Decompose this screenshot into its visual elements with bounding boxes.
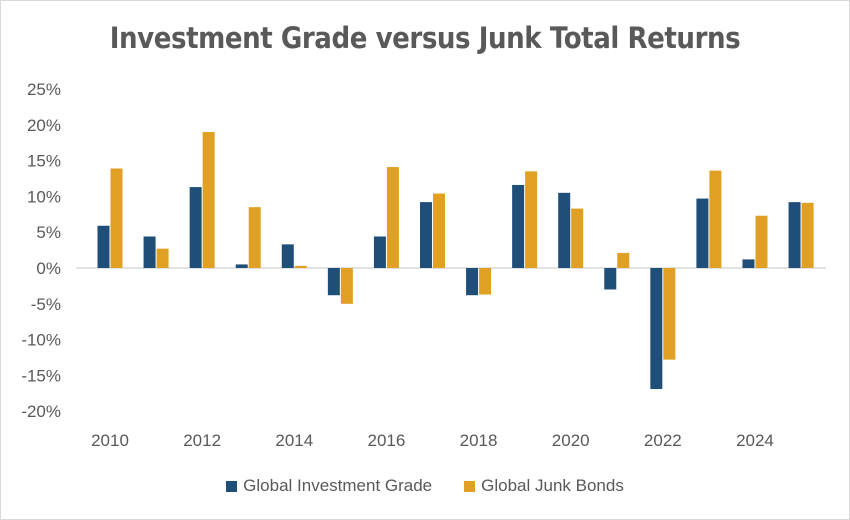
y-tick-label: -5% xyxy=(31,295,61,314)
bar-junk-bonds-2019 xyxy=(525,171,538,268)
x-tick-label: 2012 xyxy=(183,431,221,450)
bar-investment-grade-2025 xyxy=(788,202,801,268)
y-tick-label: -20% xyxy=(21,402,61,421)
bar-junk-bonds-2021 xyxy=(617,252,630,268)
x-tick-label: 2016 xyxy=(368,431,406,450)
x-tick-label: 2010 xyxy=(91,431,129,450)
bar-junk-bonds-2024 xyxy=(755,215,768,268)
y-tick-label: 15% xyxy=(27,152,61,171)
x-tick-label: 2022 xyxy=(644,431,682,450)
bar-junk-bonds-2012 xyxy=(202,131,215,268)
legend-label-junk-bonds: Global Junk Bonds xyxy=(481,476,624,495)
bar-investment-grade-2017 xyxy=(419,202,432,268)
bar-investment-grade-2019 xyxy=(512,184,525,268)
x-tick-label: 2018 xyxy=(460,431,498,450)
y-tick-label: -10% xyxy=(21,331,61,350)
bar-investment-grade-2023 xyxy=(696,198,709,268)
legend-swatch-junk-bonds xyxy=(464,480,476,492)
legend-item-investment-grade: Global Investment Grade xyxy=(226,476,432,496)
bar-junk-bonds-2016 xyxy=(386,167,399,268)
y-tick-label: 10% xyxy=(27,187,61,206)
bar-junk-bonds-2015 xyxy=(340,268,353,304)
bar-investment-grade-2013 xyxy=(235,264,248,268)
bar-junk-bonds-2013 xyxy=(248,207,261,268)
legend-swatch-investment-grade xyxy=(226,480,238,492)
bar-investment-grade-2010 xyxy=(97,225,110,268)
x-tick-label: 2024 xyxy=(736,431,774,450)
bar-investment-grade-2016 xyxy=(373,236,386,268)
legend-label-investment-grade: Global Investment Grade xyxy=(243,476,433,495)
bar-junk-bonds-2018 xyxy=(479,268,492,295)
y-tick-label: 25% xyxy=(27,80,61,99)
x-tick-label: 2014 xyxy=(275,431,313,450)
legend-item-junk-bonds: Global Junk Bonds xyxy=(464,476,624,496)
y-tick-label: -15% xyxy=(21,366,61,385)
bar-junk-bonds-2023 xyxy=(709,170,722,268)
bar-junk-bonds-2017 xyxy=(432,193,445,268)
y-tick-label: 5% xyxy=(36,223,61,242)
y-tick-label: 20% xyxy=(27,116,61,135)
bar-investment-grade-2024 xyxy=(742,259,755,268)
bar-investment-grade-2018 xyxy=(466,268,479,296)
bar-junk-bonds-2014 xyxy=(294,265,307,268)
bar-junk-bonds-2020 xyxy=(571,208,584,268)
bar-investment-grade-2015 xyxy=(327,268,340,296)
bar-junk-bonds-2025 xyxy=(801,202,814,268)
bar-investment-grade-2011 xyxy=(143,236,156,268)
bar-investment-grade-2020 xyxy=(558,192,571,268)
bar-investment-grade-2012 xyxy=(189,187,202,268)
bar-junk-bonds-2010 xyxy=(110,168,123,268)
x-tick-label: 2020 xyxy=(552,431,590,450)
bar-junk-bonds-2011 xyxy=(156,248,169,268)
bar-investment-grade-2021 xyxy=(604,268,617,290)
y-tick-label: 0% xyxy=(36,259,61,278)
legend: Global Investment Grade Global Junk Bond… xyxy=(1,476,849,496)
chart-title: Investment Grade versus Junk Total Retur… xyxy=(109,21,741,55)
bar-investment-grade-2022 xyxy=(650,268,663,390)
bar-junk-bonds-2022 xyxy=(663,268,676,360)
bar-investment-grade-2014 xyxy=(281,244,294,268)
